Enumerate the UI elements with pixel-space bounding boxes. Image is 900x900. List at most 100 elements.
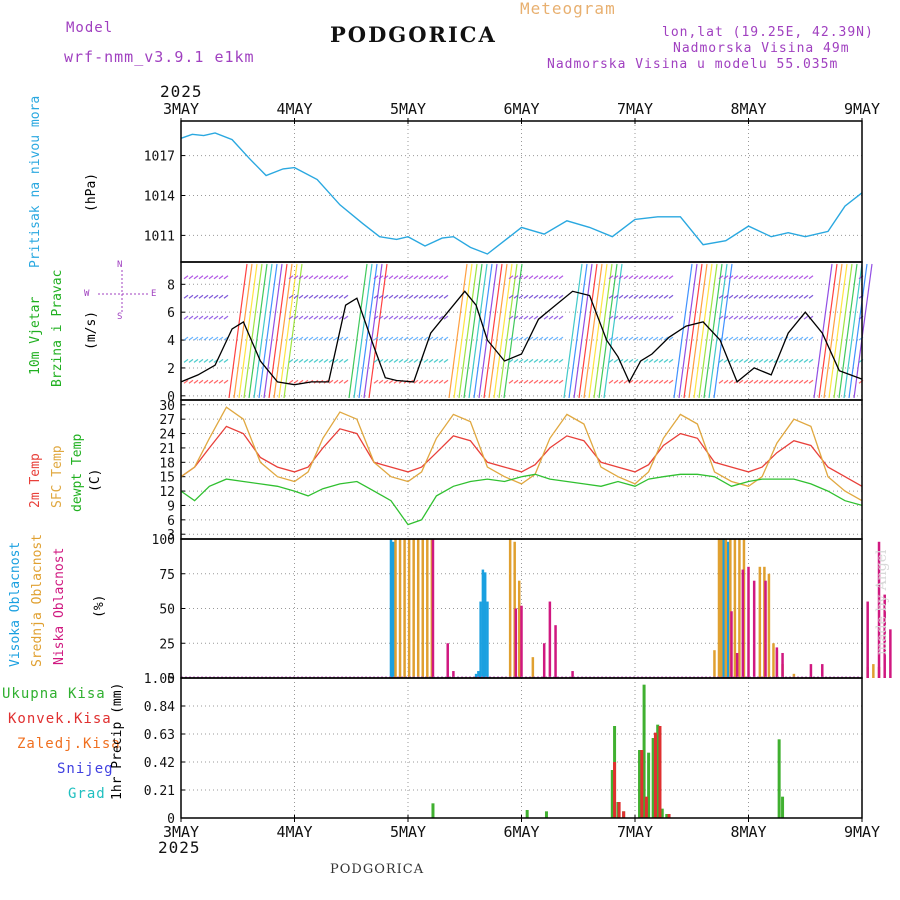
wind-barb: [548, 336, 554, 341]
cloud_low-bar: [781, 652, 784, 678]
wind-barb: [553, 379, 559, 384]
cloud-mid-label: Srednja Oblacnost: [30, 533, 45, 667]
precip_total-bar: [525, 810, 529, 818]
wind-barb: [313, 294, 319, 299]
wind-barb: [383, 336, 389, 341]
wind-barb: [658, 336, 664, 341]
wind-barb: [668, 294, 674, 299]
y-tick-label: 15: [159, 471, 175, 486]
wind-barb: [183, 379, 189, 384]
wind-barb: [533, 358, 539, 363]
wind-barb: [293, 358, 299, 363]
wind-barb: [743, 294, 749, 299]
y-tick-label: 1011: [144, 229, 175, 244]
wind-barb: [413, 315, 419, 320]
wind-barb: [543, 315, 549, 320]
cloud_high-bar: [722, 539, 725, 678]
wind-barb: [738, 275, 744, 280]
wind-barb: [718, 358, 724, 363]
wind-barb: [383, 294, 389, 299]
wind-barb: [343, 379, 349, 384]
wind-barb: [558, 336, 564, 341]
wind-barb: [333, 336, 339, 341]
wind-barb: [353, 263, 373, 399]
wind-barb: [608, 294, 614, 299]
wind-barb: [478, 263, 498, 399]
wind-barb: [203, 315, 209, 320]
wind-barb: [788, 294, 794, 299]
wind-barb: [338, 358, 344, 363]
wind-barb: [628, 379, 634, 384]
wind-barb: [793, 336, 799, 341]
wind-barb: [828, 263, 848, 399]
precip_total-bar: [665, 814, 669, 818]
wind-barb: [643, 275, 649, 280]
wind-barb: [663, 294, 669, 299]
wind-barb: [808, 358, 814, 363]
wind-barb: [803, 358, 809, 363]
cloud-low-label: Niska Oblacnost: [52, 547, 67, 665]
wind-barb: [773, 336, 779, 341]
y-tick-label: 18: [159, 456, 175, 471]
wind-barb: [373, 358, 379, 363]
wind-barb: [323, 336, 329, 341]
wind-barb: [808, 275, 814, 280]
wind-barb: [528, 275, 534, 280]
wind-barb: [393, 294, 399, 299]
wind-barb: [318, 294, 324, 299]
wind-barb: [393, 358, 399, 363]
wind-barb: [558, 294, 564, 299]
wind-barb: [743, 336, 749, 341]
wind-barb: [188, 294, 194, 299]
wind-barb: [753, 315, 759, 320]
wind-barb: [378, 315, 384, 320]
year-bottom: 2025: [158, 838, 201, 857]
wind-barb: [658, 294, 664, 299]
cloud_high-bar: [479, 601, 482, 678]
cloud_low-bar: [877, 541, 881, 678]
wind-barb: [663, 275, 669, 280]
wind-barb: [208, 294, 214, 299]
precip_total-bar: [777, 739, 781, 818]
wind-barb: [728, 379, 734, 384]
wind-barb: [273, 263, 293, 399]
y-tick-label: 8: [167, 278, 175, 293]
wind-rose-s: S: [117, 312, 124, 322]
wind-barb: [223, 315, 229, 320]
wind-barb: [633, 336, 639, 341]
cloud_mid-bar: [508, 539, 512, 678]
cloud_mid-bar: [758, 566, 762, 678]
wind-barb: [553, 294, 559, 299]
y-tick-label: 30: [159, 399, 175, 414]
wind-barb: [533, 294, 539, 299]
wind-barb: [773, 379, 779, 384]
cloud_mid-bar: [792, 673, 796, 678]
y-tick-label: 0.63: [144, 728, 175, 743]
wind-barb: [768, 294, 774, 299]
wind-barb: [773, 294, 779, 299]
wind-barb: [303, 275, 309, 280]
wind-barb: [228, 263, 248, 399]
x-tick-label-bottom: 4MAY: [276, 823, 312, 841]
wind-barb: [428, 294, 434, 299]
wind-barb: [643, 358, 649, 363]
wind-barb: [558, 275, 564, 280]
wind-barb: [733, 315, 739, 320]
wind-barb: [643, 294, 649, 299]
wind-barb: [533, 379, 539, 384]
wind-barb: [378, 379, 384, 384]
wind-barb: [623, 294, 629, 299]
cloud_high-bar: [389, 539, 393, 678]
wind-barb: [438, 275, 444, 280]
temp-unit: (C): [88, 468, 103, 492]
wind-barb: [518, 315, 524, 320]
wind-barb: [728, 358, 734, 363]
wind-barb: [798, 275, 804, 280]
wind-barb: [323, 294, 329, 299]
wind-barb: [518, 358, 524, 363]
wind-barb: [308, 294, 314, 299]
wind-barb: [373, 336, 379, 341]
wind-barb: [633, 315, 639, 320]
wind-barb: [623, 315, 629, 320]
